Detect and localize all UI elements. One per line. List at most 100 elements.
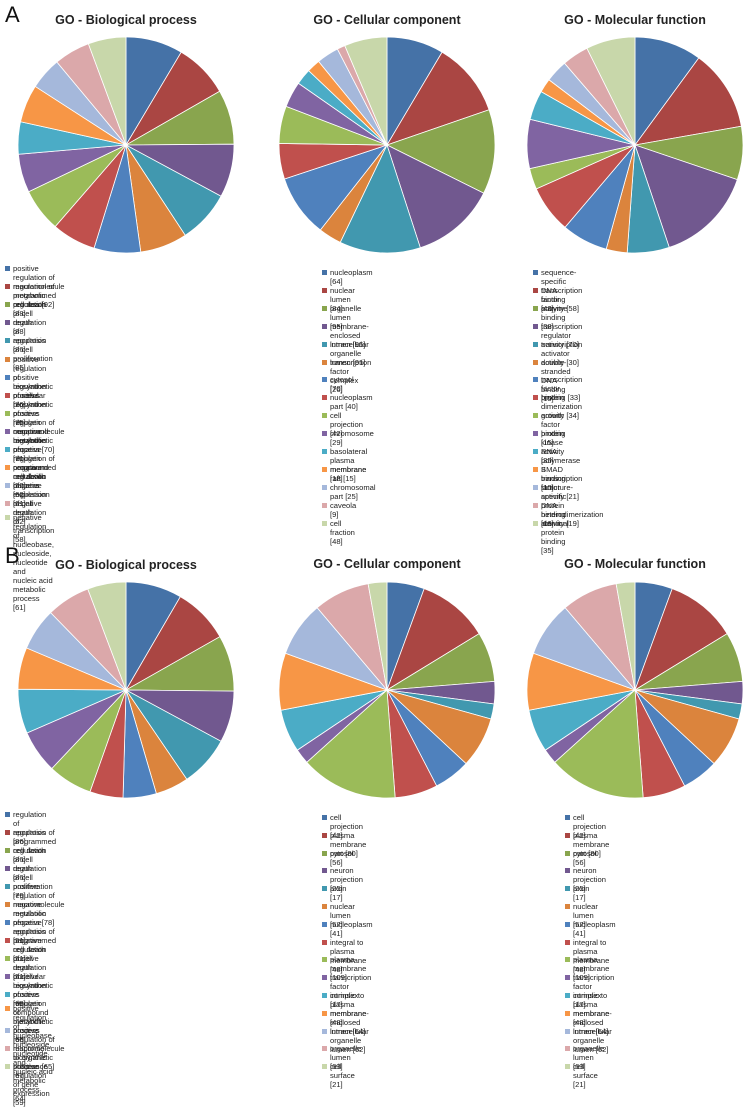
pie-chart — [278, 581, 496, 799]
legend-item: cell projection [42] — [322, 411, 363, 438]
legend-swatch — [322, 850, 327, 856]
legend-item: positive regulation of macromolecule met… — [5, 264, 65, 309]
legend-swatch — [5, 920, 10, 925]
legend-swatch — [322, 921, 327, 927]
legend-item: negative regulation of transcription [58… — [5, 499, 54, 544]
legend-label: axon [17] — [330, 884, 349, 903]
legend-label: transcription factor complex [17] — [573, 973, 617, 1010]
legend-swatch — [5, 515, 10, 521]
legend-item: protein kinase activity [35] — [533, 429, 564, 465]
legend-swatch — [5, 374, 10, 380]
legend-swatch — [533, 359, 538, 365]
legend-swatch — [5, 501, 10, 507]
legend-label: cell projection [42] — [330, 813, 366, 840]
legend-label: protein kinase activity [35] — [541, 429, 567, 466]
legend-item: positive regulation of biosynthetic proc… — [5, 990, 53, 1044]
legend-swatch — [565, 850, 570, 856]
legend-label: intracellular organelle lumen [62] — [330, 1026, 371, 1054]
legend-item: protein dimerization activity [34] — [533, 393, 582, 420]
chart-title: GO - Molecular function — [564, 13, 706, 27]
legend-swatch — [533, 449, 538, 454]
legend-item: growth factor binding [15] — [533, 411, 566, 447]
legend-label: transcription factor activity [58] — [541, 285, 585, 313]
pie-chart — [526, 36, 744, 254]
legend-item: regulation of apoptosis [86] — [5, 318, 46, 354]
legend-label: protein dimerization activity [34] — [541, 393, 585, 421]
legend-item: regulation of programmed cell death [88] — [5, 282, 56, 318]
legend-label: negative regulation of gene expression [… — [13, 463, 52, 509]
legend-item: regulation of cell proliferation [79] — [5, 864, 53, 900]
legend-label: sequence-specific DNA binding [48] — [541, 268, 577, 313]
legend-label: intracellular organelle lumen [62] — [573, 1026, 614, 1054]
legend-label: plasma membrane part [80] — [330, 830, 369, 858]
legend-swatch — [322, 341, 327, 347]
legend-label: negative regulation of cell death [52] — [13, 481, 49, 527]
legend-label: transcription activator activity [30] — [541, 339, 585, 367]
legend-swatch — [5, 812, 10, 817]
chart-title: GO - Molecular function — [564, 557, 706, 571]
legend-swatch — [533, 484, 538, 490]
legend-label: negative regulation of cell death [51] — [13, 936, 49, 981]
legend-label: regulation of programmed cell death [86] — [13, 828, 59, 864]
legend-label: cell projection [42] — [330, 411, 366, 439]
pie-chart — [278, 36, 496, 254]
legend-item: transcription regulator activity [70] — [533, 322, 582, 349]
legend-swatch — [533, 520, 538, 526]
legend-item: cell projection [42] — [322, 813, 363, 840]
legend-label: neuron projection [25] — [330, 866, 366, 894]
pie-slice — [634, 57, 742, 146]
legend-swatch — [322, 1046, 327, 1052]
legend-label: regulation of programmed cell death [88] — [13, 282, 59, 319]
legend-item: intracellular organelle lumen [91] — [322, 340, 369, 367]
legend-label: enzyme binding [38] — [541, 303, 570, 331]
legend-label: chromosome [29] — [330, 429, 377, 448]
legend-swatch — [565, 921, 570, 927]
legend-swatch — [5, 266, 10, 271]
legend-label: cytosol [56] — [330, 848, 356, 867]
legend-item: positive regulation of macromolecule bio… — [5, 409, 65, 454]
pie-slice — [339, 143, 421, 254]
legend-label: transcription regulator activity [70] — [541, 321, 585, 349]
legend-label: nuclear lumen [57] — [330, 902, 358, 929]
legend-swatch — [5, 848, 10, 853]
legend-item: negative regulation of programmed cell d… — [5, 445, 56, 490]
legend-label: identical protein binding [35] — [541, 518, 571, 555]
legend-item: structure-specific DNA binding [16] — [533, 483, 573, 528]
pie-slice — [386, 51, 490, 146]
legend-item: neuron projection [25] — [322, 866, 363, 893]
legend-swatch — [5, 410, 10, 416]
legend-swatch — [322, 323, 327, 329]
legend-item: regulation of cell proliferation [85] — [5, 336, 53, 372]
legend-swatch — [565, 1046, 570, 1052]
legend-label: regulation of cell proliferation [85] — [13, 336, 55, 373]
legend-swatch — [533, 287, 538, 293]
legend-label: organelle lumen [63] — [573, 1044, 607, 1072]
legend-swatch — [565, 1028, 570, 1034]
legend-item: cell surface [21] — [322, 1062, 355, 1089]
legend-item: negative regulation of gene expression [… — [5, 463, 50, 508]
legend-label: intracellular organelle lumen [91] — [330, 339, 371, 367]
legend-item: cell fraction [48] — [322, 519, 355, 546]
legend-label: negative regulation of programmed cell d… — [13, 445, 59, 490]
legend-label: positive regulation of macromolecule bio… — [13, 1026, 67, 1071]
legend-item: sequence-specific DNA binding [48] — [533, 268, 576, 313]
legend-swatch — [533, 413, 538, 419]
legend-swatch — [533, 431, 538, 437]
legend-swatch — [322, 1028, 327, 1034]
legend-label: plasma membrane [109] — [330, 955, 369, 983]
legend-item: regulation of programmed cell death [86] — [5, 828, 56, 864]
legend-swatch — [322, 815, 327, 820]
legend-label: basolateral plasma membrane [18] — [330, 447, 370, 483]
legend-item: organelle lumen [63] — [322, 1044, 361, 1071]
legend-item: positive regulation of nitrogen compound… — [5, 972, 48, 1044]
legend-label: positive regulation of cellular biosynth… — [13, 372, 56, 427]
legend-label: plasma membrane part [80] — [573, 830, 612, 858]
legend-label: nucleoplasm part [40] — [330, 393, 375, 412]
legend-label: positive regulation of nitrogen compound… — [13, 972, 51, 1044]
legend-swatch — [565, 904, 570, 909]
legend-item: negative regulation of cell death [51] — [5, 936, 46, 981]
legend-label: cytosol [70] — [330, 375, 356, 394]
legend-swatch — [533, 305, 538, 311]
legend-swatch — [5, 392, 10, 398]
legend-item: membrane raft [15] — [322, 465, 366, 483]
